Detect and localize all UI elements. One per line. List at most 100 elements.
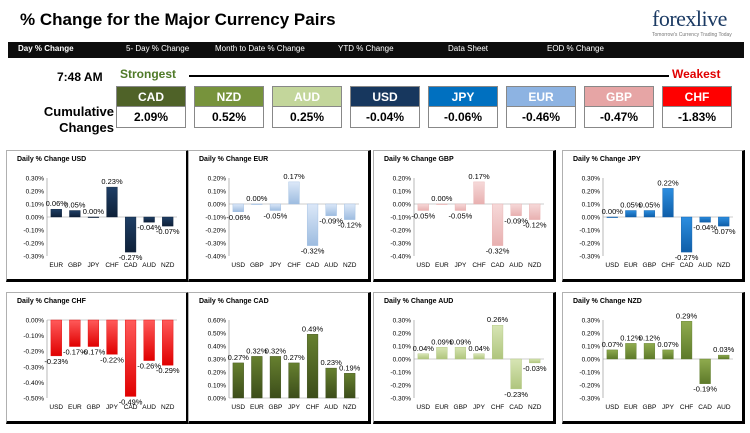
y-tick-label: -0.20% (23, 349, 44, 356)
chart-panel-eur: Daily % Change EUR 0.20% 0.10% 0.00% -0.10% -… (188, 150, 371, 282)
x-tick-label: JPY (87, 262, 100, 269)
data-label: -0.17% (82, 348, 106, 357)
y-tick-label: -0.10% (205, 215, 226, 222)
data-label: -0.07% (156, 227, 180, 236)
strongest-label: Strongest (120, 67, 177, 81)
x-tick-label: EUR (49, 262, 63, 269)
bar-cad (124, 216, 137, 253)
bar-chf (306, 334, 319, 399)
bar-aud (325, 367, 337, 399)
bar-chart: 0.30%0.20%0.10%0.00%-0.10%-0.20%-0.30%0.… (23, 176, 180, 270)
data-label: 0.09% (431, 337, 453, 346)
bar-gbp (69, 210, 81, 218)
tab-month-to-date[interactable]: Month to Date % Change (215, 44, 305, 53)
x-tick-label: EUR (68, 404, 82, 411)
currency-cumulative-value: -0.46% (506, 107, 576, 128)
bar-usd (606, 349, 618, 360)
logo-wordmark: forexlive (652, 6, 727, 31)
data-label: -0.49% (119, 397, 143, 406)
tab-ytd-change[interactable]: YTD % Change (338, 44, 394, 53)
bar-gbp (454, 347, 467, 360)
y-tick-label: 0.00% (26, 318, 45, 325)
data-label: 0.00% (602, 207, 624, 216)
x-tick-label: USD (605, 262, 619, 269)
x-tick-label: CHF (680, 404, 693, 411)
y-tick-label: -0.20% (579, 383, 600, 390)
tab-eod-change[interactable]: EOD % Change (547, 44, 604, 53)
page-title: % Change for the Major Currency Pairs (20, 10, 336, 29)
bar-aud (143, 216, 155, 223)
y-tick-label: 0.00% (26, 215, 45, 222)
y-tick-label: -0.50% (23, 396, 44, 403)
x-tick-label: CAD (509, 404, 523, 411)
bar-aud (699, 216, 711, 223)
data-label: 0.04% (468, 344, 490, 353)
bar-chart: 0.60% 0.50% 0.40% 0.30% 0.20% 0.10% 0.00% 0.27%… (208, 318, 361, 412)
currency-cumulative-value: 0.25% (272, 107, 342, 128)
bar-jpy (288, 362, 300, 399)
bar-gbp (643, 343, 656, 360)
forexlive-logo[interactable]: forexlive Tomorrow's Currency Trading To… (652, 6, 742, 40)
x-tick-label: EUR (435, 262, 449, 269)
x-tick-label: CAD (306, 262, 320, 269)
bar-eur (625, 343, 637, 360)
data-label: -0.23% (44, 357, 68, 366)
currency-cumulative-value: 2.09% (116, 107, 186, 128)
bar-chart: 0.30%0.20%0.10%0.00%-0.10%-0.20%-0.30%0.… (579, 176, 736, 270)
cumulative-changes-label: Cumulative Changes (38, 104, 114, 136)
bar-eur (436, 347, 448, 360)
bar-cad (124, 319, 137, 397)
y-tick-label: 0.00% (208, 396, 227, 403)
y-tick-label: -0.20% (390, 228, 411, 235)
x-tick-label: USD (416, 404, 430, 411)
x-tick-label: USD (231, 404, 245, 411)
data-label: 0.12% (639, 333, 661, 342)
bar-cad (510, 358, 522, 390)
chart-panel-nzd: Daily % Change NZD 0.30% 0.20% 0.10% 0.00% -0… (562, 292, 745, 424)
currency-code: CHF (662, 86, 732, 107)
bar-chf (106, 186, 118, 218)
x-tick-label: AUD (324, 262, 338, 269)
data-label: 0.23% (101, 177, 123, 186)
tab-data-sheet[interactable]: Data Sheet (448, 44, 489, 53)
chart-panel-usd: Daily % Change USD 0.30% 0.20% 0.10% 0.00% -0… (6, 150, 189, 282)
data-label: 0.05% (620, 201, 642, 210)
bar-chart: 0.00% -0.10% -0.20% -0.30% -0.40% -0.50% -0.23… (23, 318, 180, 412)
data-label: 0.17% (468, 172, 490, 181)
bar-gbp (87, 319, 100, 347)
bar-cad (491, 203, 504, 246)
x-tick-label: NZD (717, 262, 731, 269)
x-tick-label: CAD (124, 404, 138, 411)
bar-chart: 0.30%0.20%0.10%0.00%-0.10%-0.20%-0.30%0.… (579, 311, 734, 411)
cumulative-label-line1: Cumulative (43, 104, 114, 119)
cumulative-label-line2: Changes (59, 120, 114, 135)
x-tick-label: NZD (528, 262, 542, 269)
data-label: -0.27% (119, 253, 143, 262)
tab-day-change[interactable]: Day % Change (18, 44, 74, 53)
data-label: 0.23% (321, 358, 343, 367)
y-tick-label: 0.00% (582, 357, 601, 364)
data-label: 0.00% (83, 207, 105, 216)
bar-eur (625, 210, 637, 218)
y-tick-label: 0.30% (582, 318, 601, 325)
chart-title: Daily % Change AUD (384, 298, 454, 305)
bar-jpy (454, 203, 467, 211)
data-label: -0.19% (693, 385, 717, 394)
chart-title: Daily % Change CHF (17, 298, 86, 305)
bar-chart: 0.20% 0.10% 0.00% -0.10% -0.20% -0.30% -0.40% -… (390, 172, 547, 269)
x-tick-label: JPY (473, 404, 486, 411)
chart-title: Daily % Change CAD (199, 298, 269, 305)
currency-box-aud: AUD 0.25% (272, 86, 342, 130)
title-bar: % Change for the Major Currency Pairs fo… (0, 0, 750, 42)
y-tick-label: -0.30% (390, 396, 411, 403)
tab-5day-change[interactable]: 5- Day % Change (126, 44, 190, 53)
x-tick-label: USD (416, 262, 430, 269)
bar-jpy (87, 216, 100, 218)
y-tick-label: -0.40% (390, 254, 411, 261)
x-tick-label: NZD (343, 404, 357, 411)
y-tick-label: -0.30% (579, 396, 600, 403)
bar-gbp (643, 210, 656, 218)
chart-title: Daily % Change USD (17, 156, 87, 163)
chart-panel-chf: Daily % Change CHF 0.00% -0.10% -0.20% -0.30… (6, 292, 189, 424)
chart-panel-cad: Daily % Change CAD 0.60% 0.50% 0.40% 0.30% 0.… (188, 292, 371, 424)
